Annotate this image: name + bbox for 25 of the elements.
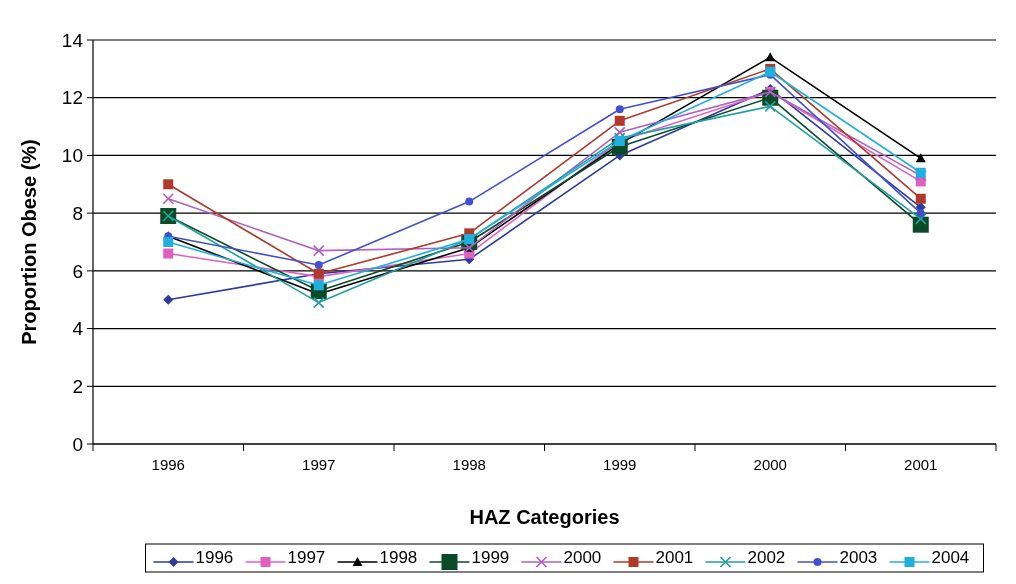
legend-label: 2001 xyxy=(655,548,694,568)
y-tick-label: 8 xyxy=(72,202,83,224)
x-axis-title: HAZ Categories xyxy=(469,506,620,528)
y-tick-label: 10 xyxy=(61,145,83,167)
y-tick-label: 4 xyxy=(72,318,84,340)
y-tick-label: 2 xyxy=(72,375,83,397)
x-tick-label: 1998 xyxy=(452,456,486,473)
x-tick-label: 2001 xyxy=(904,456,938,473)
legend-label: 1997 xyxy=(287,548,326,568)
x-tick-label: 1996 xyxy=(151,456,185,473)
y-tick-label: 6 xyxy=(72,260,83,282)
x-tick-label: 1997 xyxy=(302,456,336,473)
legend-label: 1996 xyxy=(195,548,234,568)
legend-label: 2004 xyxy=(931,548,970,568)
legend-label: 2003 xyxy=(839,548,878,568)
y-tick-label: 0 xyxy=(72,433,83,455)
legend-label: 2002 xyxy=(747,548,786,568)
x-tick-label: 1999 xyxy=(603,456,637,473)
legend-label: 1998 xyxy=(379,548,418,568)
y-tick-label: 12 xyxy=(61,87,83,109)
legend-label: 1999 xyxy=(471,548,510,568)
x-tick-label: 2000 xyxy=(753,456,787,473)
legend-label: 2000 xyxy=(563,548,602,568)
y-axis-title: Proportion Obese (%) xyxy=(18,139,40,345)
y-tick-label: 14 xyxy=(61,29,84,51)
